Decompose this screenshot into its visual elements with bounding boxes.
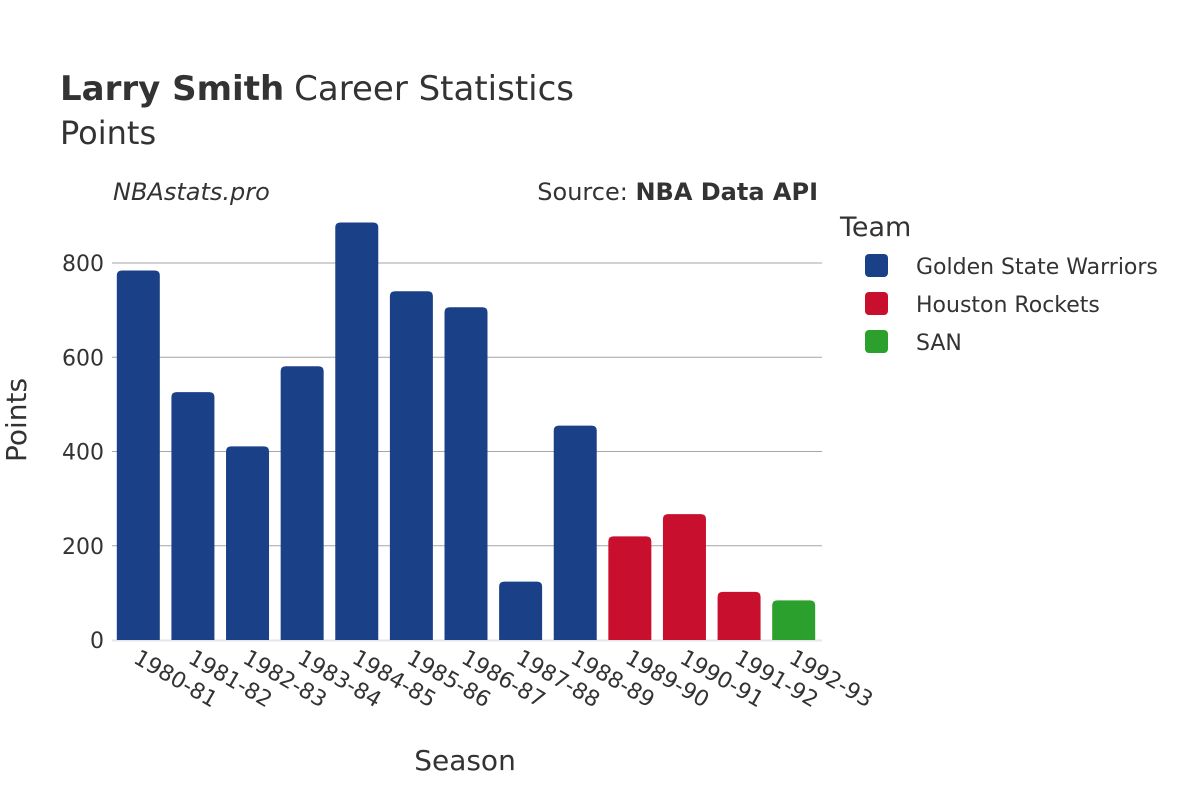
bar-1986-87[interactable]	[444, 307, 488, 640]
bars	[116, 222, 816, 640]
title-rest: Career Statistics	[294, 69, 574, 109]
y-tick-label: 0	[90, 629, 104, 654]
bar-1985-86[interactable]	[389, 291, 433, 640]
source-name: NBA Data API	[635, 178, 818, 206]
legend-swatch[interactable]	[865, 254, 888, 277]
y-tick-label: 400	[62, 441, 104, 466]
bar-1983-84[interactable]	[280, 366, 324, 640]
legend: Golden State Warriors Houston Rockets SAN	[865, 254, 1158, 356]
y-tick-label: 800	[62, 252, 104, 277]
source-credit: Source: NBA Data API	[537, 178, 818, 206]
chart-title: Larry Smith Career Statistics	[60, 69, 574, 109]
y-tick-label: 200	[62, 535, 104, 560]
bar-1981-82[interactable]	[171, 392, 215, 640]
x-axis-title: Season	[414, 744, 516, 777]
bar-1982-83[interactable]	[226, 446, 270, 640]
bar-1980-81[interactable]	[116, 270, 160, 640]
chart-subtitle: Points	[60, 114, 156, 152]
legend-swatch[interactable]	[865, 330, 888, 353]
bar-1989-90[interactable]	[608, 536, 652, 640]
bar-1987-88[interactable]	[499, 581, 543, 640]
bar-1992-93[interactable]	[772, 600, 816, 640]
bar-1990-91[interactable]	[662, 514, 706, 640]
bar-1988-89[interactable]	[553, 425, 597, 640]
y-tick-labels: 0 200 400 600 800	[62, 252, 104, 654]
legend-label[interactable]: Golden State Warriors	[916, 255, 1158, 280]
legend-swatch[interactable]	[865, 292, 888, 315]
x-tick-labels: 1980-811981-821982-831983-841984-851985-…	[129, 646, 876, 714]
legend-title: Team	[839, 212, 911, 243]
source-prefix: Source:	[537, 178, 635, 206]
legend-label[interactable]: SAN	[916, 331, 962, 356]
bar-1991-92[interactable]	[717, 591, 761, 640]
y-axis-title: Points	[0, 378, 33, 462]
y-tick-label: 600	[62, 346, 104, 371]
bar-1984-85[interactable]	[335, 222, 379, 640]
watermark: NBAstats.pro	[113, 178, 270, 206]
title-player-name: Larry Smith	[60, 69, 284, 109]
legend-label[interactable]: Houston Rockets	[916, 293, 1100, 318]
